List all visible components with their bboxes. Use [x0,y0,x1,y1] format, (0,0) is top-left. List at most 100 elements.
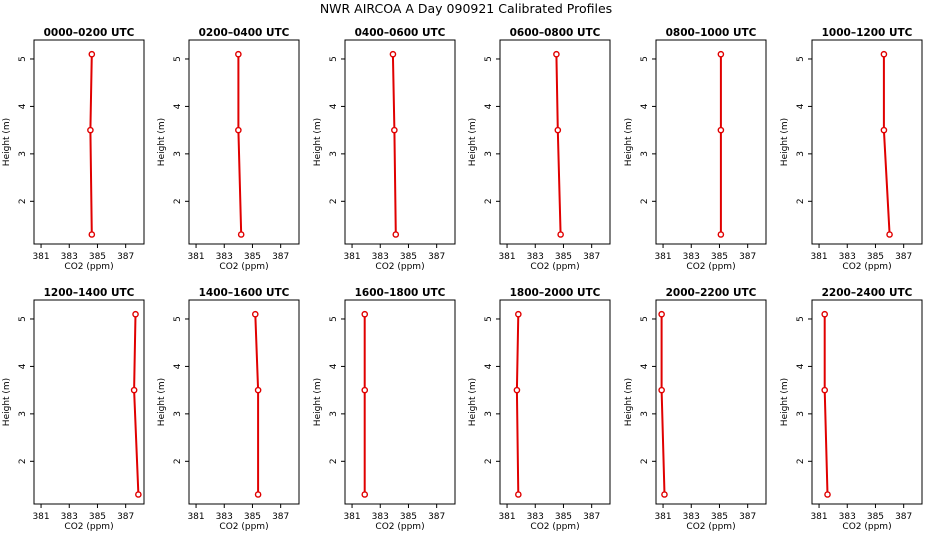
data-point [361,491,369,498]
x-tick-label: 385 [244,512,261,522]
x-axis-label: CO2 (ppm) [842,522,891,532]
x-tick-label: 383 [372,252,389,262]
data-point [557,231,564,238]
x-tick-label: 387 [428,252,445,262]
x-tick-label: 381 [810,512,827,522]
data-point [886,231,893,238]
x-tick-label: 385 [555,252,572,262]
y-axis-label: Height (m) [2,118,12,166]
panel-title: 0200–0400 UTC [199,27,290,39]
plot-frame [655,299,767,505]
profile-line [237,54,243,235]
x-tick-label: 387 [117,252,134,262]
y-tick-label: 4 [329,363,339,369]
x-axis-label: CO2 (ppm) [842,262,891,272]
data-point [235,126,242,134]
x-tick-label: 383 [527,512,544,522]
y-tick-label: 2 [329,458,339,464]
x-axis-label: CO2 (ppm) [686,522,735,532]
profile-line [515,314,520,495]
x-tick-label: 381 [32,252,49,262]
y-tick-label: 2 [484,198,494,204]
x-tick-label: 387 [117,512,134,522]
y-tick-label: 4 [18,103,28,109]
panel-8: 1400–1600 UTC 381 383 385 387 2 3 4 5 CO2 (ppm) He… [157,287,300,532]
data-point [130,386,138,394]
plot-frame [33,299,145,505]
y-tick-label: 4 [796,363,806,369]
x-tick-label: 385 [400,512,417,522]
x-tick-label: 387 [428,512,445,522]
data-point [515,491,522,498]
y-tick-label: 5 [484,316,494,322]
y-tick-label: 2 [173,458,183,464]
x-tick-label: 385 [89,252,106,262]
data-point [880,50,888,58]
y-tick-label: 3 [18,411,28,417]
x-tick-label: 387 [272,512,289,522]
x-axis-label: CO2 (ppm) [64,262,113,272]
y-tick-label: 3 [18,151,28,157]
data-point [515,310,522,318]
y-axis-label: Height (m) [157,118,167,166]
panel-title: 2200–2400 UTC [822,287,913,299]
data-point [132,310,139,318]
y-tick-label: 5 [640,316,650,322]
x-tick-label: 383 [216,512,233,522]
data-point [392,231,400,238]
x-tick-label: 385 [400,252,417,262]
x-tick-label: 385 [555,512,572,522]
plot-frame [344,299,456,505]
profile-line [254,314,260,495]
plot-frame [499,299,611,505]
data-point [717,231,725,238]
y-tick-label: 3 [640,151,650,157]
y-axis-label: Height (m) [157,378,167,426]
y-tick-label: 3 [173,411,183,417]
data-point [824,491,831,498]
profile-line [823,314,829,495]
data-point [880,126,888,134]
x-tick-label: 385 [89,512,106,522]
panel-6: 1000–1200 UTC 381 383 385 387 2 3 4 5 CO2 (ppm) He… [780,27,923,272]
x-tick-label: 383 [372,512,389,522]
x-tick-label: 387 [895,252,912,262]
panel-1: 0000–0200 UTC 381 383 385 387 2 3 4 5 CO2 (ppm) He… [2,27,145,272]
x-tick-label: 381 [343,512,360,522]
panel-5: 0800–1000 UTC 381 383 385 387 2 3 4 5 CO2 (ppm) He… [624,27,767,272]
x-tick-label: 383 [683,252,700,262]
y-tick-label: 4 [484,363,494,369]
data-point [717,126,725,134]
panel-3: 0400–0600 UTC 381 383 385 387 2 3 4 5 CO2 (ppm) He… [313,27,456,272]
x-tick-label: 387 [272,252,289,262]
data-point [389,50,397,58]
data-point [237,231,245,238]
data-point [135,491,142,498]
y-tick-label: 3 [796,411,806,417]
x-axis-label: CO2 (ppm) [686,262,735,272]
data-point [87,126,94,134]
data-point [658,386,665,394]
y-axis-label: Height (m) [780,378,790,426]
plot-frame [33,39,145,245]
data-point [661,491,668,498]
y-tick-label: 2 [18,198,28,204]
panel-11: 2000–2200 UTC 381 383 385 387 2 3 4 5 CO2 (ppm) He… [624,287,767,532]
y-tick-label: 2 [640,458,650,464]
y-tick-label: 5 [173,56,183,62]
y-tick-label: 4 [173,363,183,369]
y-tick-label: 5 [18,56,28,62]
profile-line [660,314,666,495]
y-tick-label: 5 [18,316,28,322]
x-axis-label: CO2 (ppm) [64,522,113,532]
y-axis-label: Height (m) [468,118,478,166]
x-axis-label: CO2 (ppm) [375,522,424,532]
plot-frame [811,299,923,505]
plot-frame [655,39,767,245]
x-tick-label: 381 [343,252,360,262]
y-tick-label: 2 [640,198,650,204]
data-point [254,386,262,394]
data-point [658,310,665,318]
panel-12: 2200–2400 UTC 381 383 385 387 2 3 4 5 CO2 (ppm) He… [780,287,923,532]
y-axis-label: Height (m) [313,118,323,166]
